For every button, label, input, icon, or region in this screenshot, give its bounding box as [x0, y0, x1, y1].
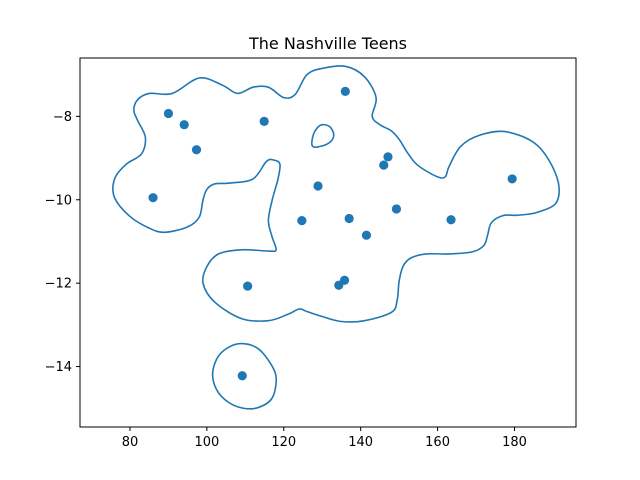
contour-line-1 — [112, 65, 560, 323]
y-tick-label: −8 — [53, 110, 72, 125]
x-tick-label: 80 — [122, 435, 139, 450]
plot-area-frame — [79, 57, 577, 428]
x-tick-label: 120 — [271, 435, 296, 450]
chart-title: The Nashville Teens — [248, 34, 407, 53]
scatter-point — [179, 120, 189, 130]
scatter-point — [237, 371, 247, 381]
scatter-point — [391, 204, 402, 214]
x-tick-label: 140 — [348, 435, 373, 450]
y-tick-label: −12 — [45, 277, 72, 292]
scatter-point — [163, 108, 174, 119]
contour-line-3 — [211, 342, 278, 410]
density-contours — [112, 65, 560, 410]
scatter-point — [243, 281, 253, 291]
scatter-point — [361, 230, 372, 240]
scatter-points — [148, 86, 517, 381]
scatter-point — [507, 174, 517, 184]
y-tick-label: −10 — [45, 193, 72, 208]
scatter-point — [148, 193, 158, 203]
scatter-point — [446, 215, 456, 225]
x-axis: 80 100 120 140 160 180 — [122, 427, 527, 450]
scatter-point — [339, 275, 350, 285]
scatter-point — [340, 86, 350, 96]
scatter-point — [297, 216, 307, 226]
x-tick-label: 160 — [425, 435, 450, 450]
scatter-point — [191, 145, 202, 155]
x-tick-label: 180 — [502, 435, 527, 450]
scatter-point — [313, 181, 323, 191]
scatter-point — [344, 213, 354, 224]
y-axis: −8 −10 −12 −14 — [45, 110, 80, 375]
x-tick-label: 100 — [194, 435, 219, 450]
scatter-point — [383, 152, 393, 162]
scatter-point — [379, 160, 389, 170]
contour-line-2 — [311, 123, 335, 149]
scatter-point — [259, 116, 269, 126]
y-tick-label: −14 — [45, 360, 72, 375]
